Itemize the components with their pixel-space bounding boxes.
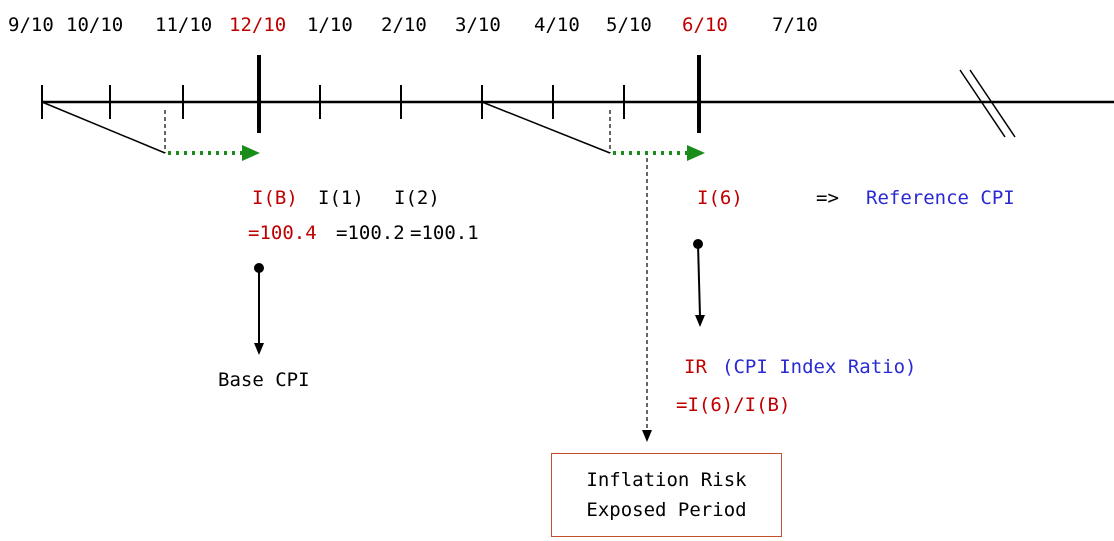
month-label: 3/10 xyxy=(455,14,501,36)
index-label-base: I(B) xyxy=(252,187,298,209)
reference-cpi-label: Reference CPI xyxy=(866,187,1015,209)
month-label: 7/10 xyxy=(772,14,818,36)
index-value: =100.1 xyxy=(410,222,479,244)
index-value: =100.2 xyxy=(336,222,405,244)
reference-pointer-arrowhead xyxy=(695,315,705,327)
month-label: 10/10 xyxy=(66,14,124,36)
lag-green-arrowhead xyxy=(242,145,260,161)
axis-break-mark xyxy=(959,69,1006,138)
index-label: I(1) xyxy=(318,187,364,209)
index-value-base: =100.4 xyxy=(248,222,317,244)
ir-label: IR xyxy=(684,356,707,378)
month-label: 2/10 xyxy=(381,14,427,36)
cpi-index-ratio-label: (CPI Index Ratio) xyxy=(722,356,917,378)
month-label: 9/10 xyxy=(8,14,54,36)
month-label: 4/10 xyxy=(534,14,580,36)
base-cpi-label: Base CPI xyxy=(218,369,310,391)
box-line-1: Inflation Risk xyxy=(586,469,747,491)
month-label: 11/10 xyxy=(155,14,213,36)
lag-diagonal-line xyxy=(481,101,611,154)
implies-arrow-text: => xyxy=(816,187,839,209)
month-label-highlight: 6/10 xyxy=(682,14,728,36)
inflation-risk-exposed-period-box: Inflation Risk Exposed Period xyxy=(551,453,782,537)
lag-diagonal-line xyxy=(41,101,166,154)
index-label-reference: I(6) xyxy=(697,187,743,209)
box-line-2: Exposed Period xyxy=(586,499,747,521)
axis-break-mark xyxy=(969,69,1016,138)
base-cpi-pointer-arrowhead xyxy=(254,343,264,355)
reference-pointer-line xyxy=(697,243,701,317)
month-label: 1/10 xyxy=(307,14,353,36)
exposure-arrowhead xyxy=(642,430,652,442)
month-label-highlight: 12/10 xyxy=(229,14,287,36)
month-label: 5/10 xyxy=(606,14,652,36)
lag-green-arrowhead xyxy=(687,145,705,161)
index-label: I(2) xyxy=(394,187,440,209)
ir-formula: =I(6)/I(B) xyxy=(676,394,791,416)
